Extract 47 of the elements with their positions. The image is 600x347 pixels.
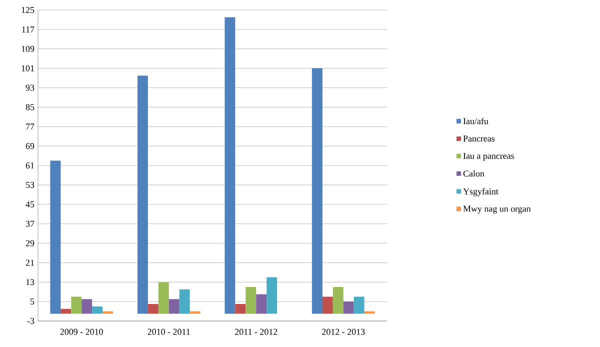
bar [158,282,169,314]
legend-label: Mwy nag un organ [463,206,531,214]
bar [343,302,354,314]
bar [50,160,61,314]
y-tick-label: 45 [26,201,34,208]
bar [92,306,103,314]
y-tick-label: 37 [26,220,34,227]
y-tick-label: 117 [22,26,34,32]
bar [148,304,158,314]
legend-label: Ysgyfaint [463,188,498,196]
bar [235,304,246,314]
bar [246,286,256,314]
bar [312,68,322,314]
bar [332,286,344,314]
bar [82,299,92,314]
y-tick-label: 61 [26,162,34,169]
y-tick-label: 5 [30,298,34,305]
legend-label: Calon [463,170,484,177]
bar [179,289,190,314]
bar [71,296,82,314]
y-tick-label: 69 [26,143,34,150]
bar [60,308,72,314]
y-tick-label: 53 [26,182,34,188]
x-tick-label: 2009 - 2010 [60,328,103,335]
legend-label: Iau a pancreas [463,152,514,161]
y-tick-label: 77 [26,124,34,130]
x-tick-label: 2012 - 2013 [322,328,365,335]
bar [354,296,364,314]
y-tick-label: 109 [22,46,34,52]
x-tick-label: 2011 - 2012 [235,328,278,335]
y-tick-label: 13 [26,279,34,286]
bar [266,277,278,314]
y-tick-label: 29 [26,240,34,246]
bar [256,294,267,314]
bar [224,17,236,314]
y-tick-label: 101 [22,65,34,72]
legend-label: Iau/afu [463,118,488,124]
bar [168,299,180,314]
y-tick-label: 85 [26,104,34,110]
y-tick-label: 125 [22,6,34,14]
bar [137,76,148,314]
bar [322,296,333,314]
legend-label: Pancreas [463,136,495,142]
y-tick-label: 93 [26,84,34,91]
y-tick-label: 21 [26,260,34,266]
x-tick-label: 2010 - 2011 [148,328,190,335]
y-tick-label: -3 [27,318,34,324]
